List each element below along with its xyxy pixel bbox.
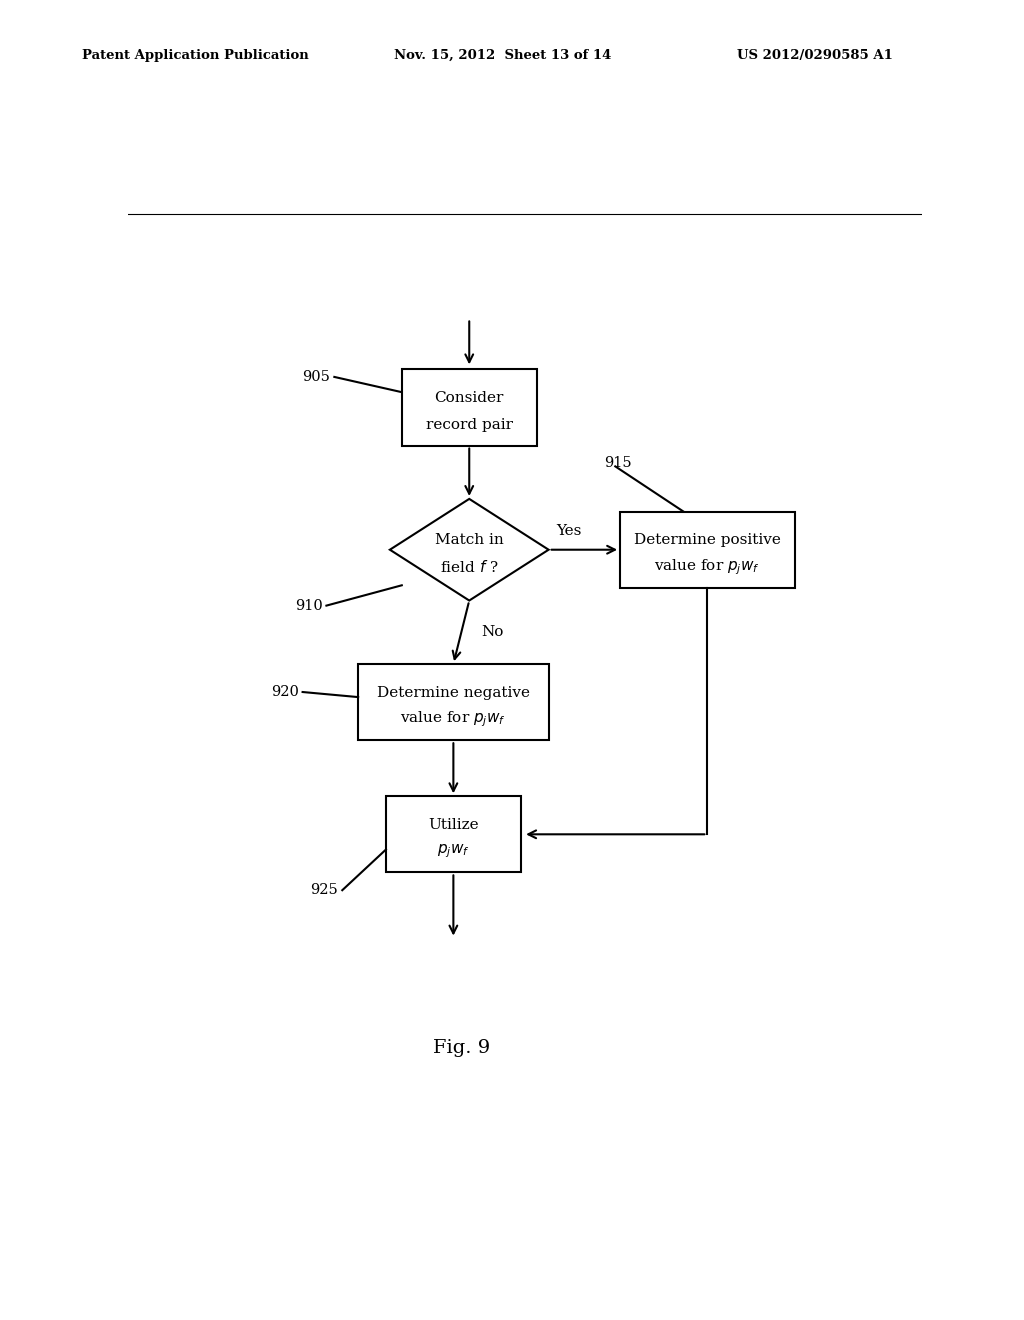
Text: value for $p_j$$w_f$: value for $p_j$$w_f$ xyxy=(400,710,506,730)
Text: 905: 905 xyxy=(302,370,331,384)
Text: record pair: record pair xyxy=(426,418,513,432)
Text: 925: 925 xyxy=(310,883,338,898)
Text: Fig. 9: Fig. 9 xyxy=(433,1039,489,1057)
Text: Consider: Consider xyxy=(434,391,504,405)
Text: $p_j$$w_f$: $p_j$$w_f$ xyxy=(437,843,470,861)
Bar xyxy=(358,664,549,741)
Text: US 2012/0290585 A1: US 2012/0290585 A1 xyxy=(737,49,893,62)
Text: 910: 910 xyxy=(295,598,323,612)
Polygon shape xyxy=(390,499,549,601)
Text: Match in: Match in xyxy=(435,533,504,546)
Bar xyxy=(620,512,795,587)
Text: Utilize: Utilize xyxy=(428,817,478,832)
Text: No: No xyxy=(481,626,504,639)
Text: 915: 915 xyxy=(604,457,632,470)
Text: Determine positive: Determine positive xyxy=(634,533,780,546)
Text: Nov. 15, 2012  Sheet 13 of 14: Nov. 15, 2012 Sheet 13 of 14 xyxy=(394,49,611,62)
Text: Patent Application Publication: Patent Application Publication xyxy=(82,49,308,62)
Text: Determine negative: Determine negative xyxy=(377,685,529,700)
Bar xyxy=(401,370,537,446)
Text: Yes: Yes xyxy=(556,524,582,537)
Text: value for $p_j$$w_f$: value for $p_j$$w_f$ xyxy=(654,557,760,577)
Text: 920: 920 xyxy=(270,685,299,700)
Bar xyxy=(386,796,521,873)
Text: field $f$ ?: field $f$ ? xyxy=(440,560,499,576)
